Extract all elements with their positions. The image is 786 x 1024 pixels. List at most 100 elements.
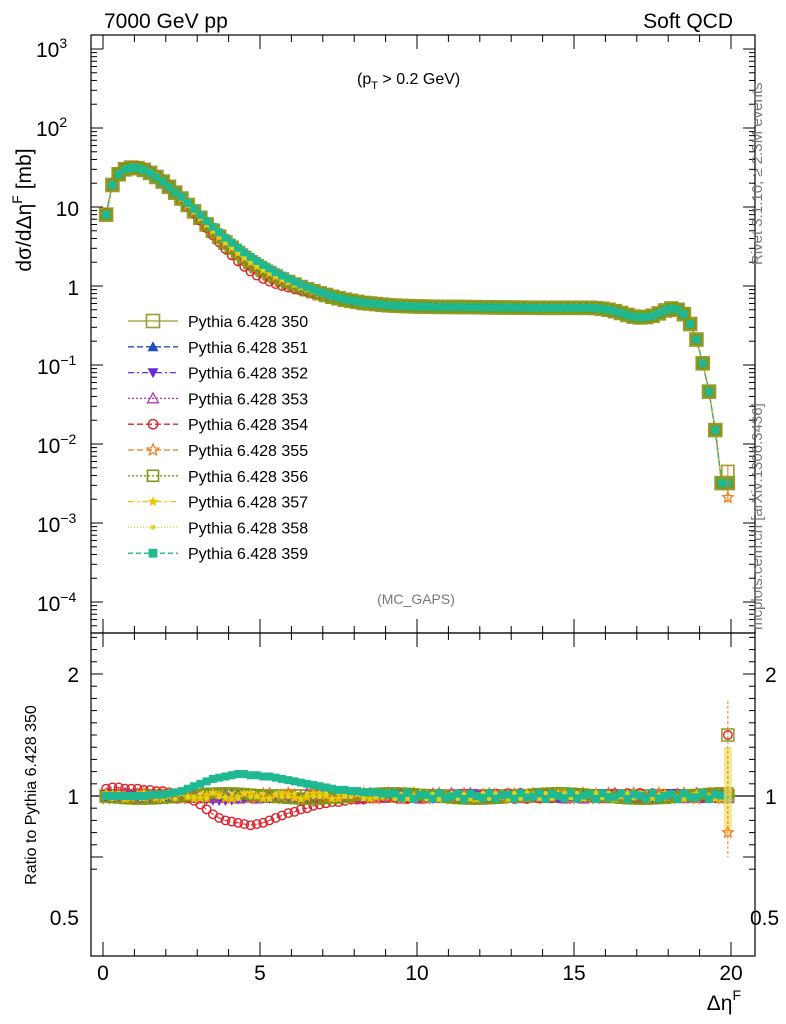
ratio-point-359: [409, 794, 418, 803]
ratio-point-359: [164, 789, 173, 798]
ratio-point-359: [315, 782, 324, 791]
series-point-359: [384, 301, 393, 310]
ytick-label-1: 1: [67, 277, 79, 300]
ratio-point-359: [504, 790, 513, 799]
legend-marker-354: [147, 418, 159, 430]
ratio-point-359: [453, 789, 462, 798]
ratio-point-359: [108, 792, 117, 800]
ratio-point-354: [308, 800, 319, 811]
ratio-point-359: [522, 793, 531, 802]
legend-marker-358: [150, 524, 156, 530]
ratio-point-359: [679, 789, 688, 798]
ratio-point-359: [127, 792, 136, 800]
ratio-point-359: [221, 772, 230, 781]
ratio-point-358: [242, 791, 247, 796]
series-point-359: [591, 304, 600, 313]
ratio-point-359: [303, 779, 312, 788]
ytick-label-1e3: 103: [36, 35, 67, 62]
ratio-point-359: [259, 772, 268, 781]
xtick-label-0: 0: [97, 962, 109, 985]
series-point-359: [309, 285, 318, 294]
ratio-point-358: [204, 796, 209, 802]
series-point-359: [560, 303, 569, 312]
ratio-point-354: [283, 808, 294, 819]
series-point-359: [246, 252, 255, 261]
series-point-356: [696, 357, 709, 370]
series-point-359: [679, 310, 688, 319]
ratio-ylabel: Ratio to Pythia 6.428 350: [23, 705, 40, 885]
series-point-359: [510, 303, 519, 312]
series-point-359: [359, 298, 368, 307]
series-point-359: [661, 306, 670, 315]
series-point-359: [554, 303, 563, 312]
ratio-point-359: [183, 784, 192, 793]
ratio-point-359: [428, 794, 437, 803]
main-plot-frame: [90, 34, 756, 634]
series-point-359: [227, 238, 236, 247]
series-point-359: [541, 303, 550, 312]
ratio-point-359: [554, 791, 563, 800]
ratio-point-359: [397, 793, 406, 802]
ratio-point-359: [359, 788, 368, 797]
series-point-359: [579, 303, 588, 312]
ratio-point-358: [292, 791, 297, 796]
series-point-359: [133, 164, 142, 173]
ratio-point-358: [248, 794, 253, 800]
ratio-point-350: [721, 728, 735, 742]
legend-label-351: Pythia 6.428 351: [188, 340, 308, 357]
series-point-359: [516, 303, 525, 312]
series-point-359: [535, 303, 544, 312]
ratio-point-358: [342, 794, 348, 800]
ratio-point-359: [604, 793, 613, 802]
series-point-359: [466, 303, 475, 312]
legend-label-350: Pythia 6.428 350: [188, 314, 308, 331]
ratio-point-359: [240, 770, 249, 779]
ratio-point-357: [289, 792, 300, 802]
ratio-point-359: [265, 772, 274, 781]
xtick-label-20: 20: [719, 962, 742, 985]
ratio-point-358: [260, 791, 266, 796]
ratio-point-358: [543, 790, 548, 796]
series-point-359: [391, 301, 400, 310]
ratio-point-359: [227, 771, 236, 780]
series-point-359: [416, 302, 425, 311]
series-point-359: [234, 243, 243, 252]
series-point-359: [598, 304, 607, 313]
ratio-point-359: [692, 793, 701, 802]
ratio-ytick-05-right: 0.5: [750, 907, 779, 930]
ratio-point-359: [340, 785, 349, 794]
ratio-point-358: [574, 790, 580, 796]
series-point-359: [617, 309, 626, 318]
series-point-359: [190, 204, 199, 213]
ratio-point-359: [478, 793, 487, 802]
legend-marker-356: [146, 469, 160, 483]
ratio-point-357: [201, 789, 212, 799]
ratio-point-359: [623, 794, 632, 803]
series-point-359: [604, 305, 613, 314]
ratio-point-359: [120, 792, 129, 800]
ratio-point-359: [434, 789, 443, 798]
ratio-point-359: [667, 790, 676, 799]
ratio-ytick-2-left: 2: [67, 664, 79, 687]
series-point-359: [573, 303, 582, 312]
series-point-359: [673, 305, 682, 314]
ratio-point-359: [598, 789, 607, 798]
main-axis-ticks: [91, 35, 755, 633]
ratio-point-359: [535, 789, 544, 798]
xlabel: ΔηF: [707, 987, 741, 1015]
legend-marker-359: [148, 548, 158, 558]
ratio-point-358: [361, 796, 366, 802]
series-point-359: [635, 313, 644, 322]
series-point-359: [460, 303, 469, 312]
series-point-359: [428, 302, 437, 311]
ratio-point-359: [328, 784, 337, 793]
ratio-point-359: [460, 795, 469, 804]
ratio-point-359: [510, 794, 519, 803]
series-point-359: [648, 311, 657, 320]
ratio-point-359: [466, 789, 475, 798]
ratio-point-359: [529, 792, 538, 801]
ytick-label-1e-3: 10−3: [37, 510, 77, 537]
ratio-point-359: [472, 792, 481, 801]
xtick-labels: 0 5 10 15 20: [97, 962, 743, 985]
ratio-point-354: [239, 819, 250, 830]
